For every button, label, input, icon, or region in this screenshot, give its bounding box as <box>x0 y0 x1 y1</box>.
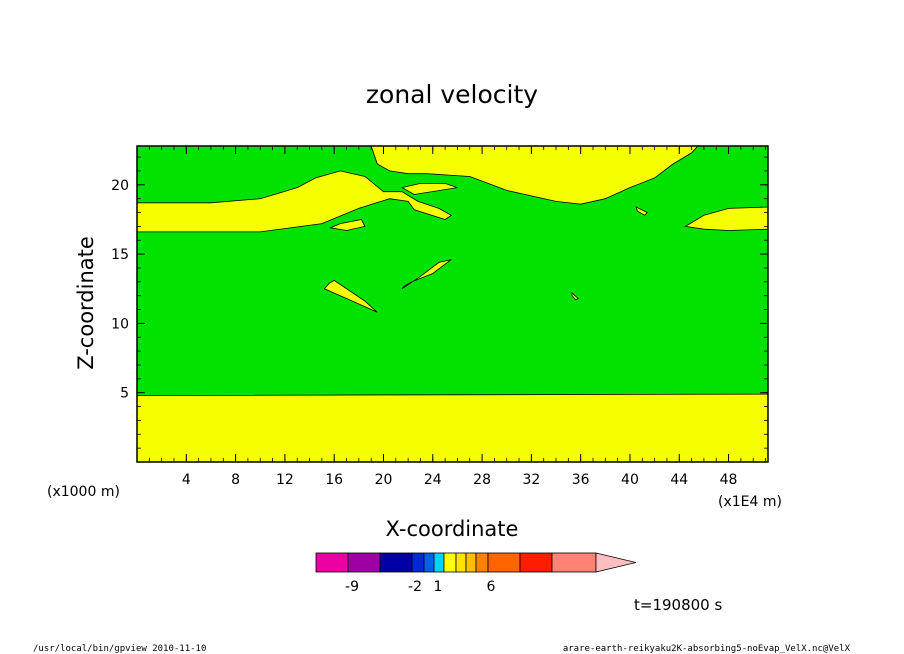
colorbar-arrow <box>595 552 637 573</box>
colorbar-swatch <box>347 552 381 573</box>
y-tick-label: 10 <box>111 316 129 332</box>
colorbar-label: 1 <box>434 579 443 595</box>
x-axis-ticks: 4 8 12 16 20 24 28 32 36 40 44 48 <box>182 146 738 488</box>
colorbar-swatch <box>551 552 597 573</box>
contour-region-1 <box>136 170 453 233</box>
time-label: t=190800 s <box>634 596 722 614</box>
contour-region-5 <box>329 219 366 231</box>
plot-frame <box>136 145 769 463</box>
contour-region-2 <box>370 145 699 205</box>
x-unit-label: (x1E4 m) <box>718 494 782 510</box>
x-tick-label: 40 <box>621 472 639 488</box>
colorbar-swatch <box>475 552 489 573</box>
contour-region-0 <box>136 393 769 463</box>
x-tick-label: 48 <box>720 472 738 488</box>
x-tick-label: 44 <box>670 472 688 488</box>
x-tick-label: 20 <box>375 472 393 488</box>
x-tick-label: 16 <box>325 472 343 488</box>
x-axis-title: X-coordinate <box>386 517 519 541</box>
x-tick-label: 24 <box>424 472 442 488</box>
y-unit-label: (x1000 m) <box>47 484 120 500</box>
colorbar-labels: -9 -2 1 6 <box>345 579 496 595</box>
colorbar-swatch <box>487 552 521 573</box>
contour-region-3 <box>400 182 458 195</box>
x-tick-label: 32 <box>522 472 540 488</box>
y-axis-title: Z-coordinate <box>74 236 98 370</box>
colorbar-swatch <box>465 552 477 573</box>
colorbar-swatch <box>519 552 553 573</box>
colorbar-swatch <box>455 552 467 573</box>
x-tick-label: 28 <box>473 472 491 488</box>
contour-region-7 <box>401 259 452 290</box>
x-tick-label: 8 <box>231 472 240 488</box>
colorbar-swatch <box>315 552 349 573</box>
colorbar-label: -2 <box>408 579 422 595</box>
colorbar-swatch <box>443 552 457 573</box>
contour-region-8 <box>635 206 648 216</box>
colorbar-swatch <box>433 552 445 573</box>
colorbar-label: 6 <box>487 579 496 595</box>
colorbar-label: -9 <box>345 579 359 595</box>
contour-region-9 <box>571 291 579 301</box>
y-tick-label: 5 <box>120 386 129 402</box>
x-tick-label: 36 <box>572 472 590 488</box>
y-axis-ticks: 5 10 15 20 <box>111 178 768 402</box>
colorbar <box>315 552 637 573</box>
footer-left: /usr/local/bin/gpview 2010-11-10 <box>33 644 206 654</box>
y-tick-label: 20 <box>111 178 129 194</box>
x-tick-label: 4 <box>182 472 191 488</box>
colorbar-swatch <box>423 552 435 573</box>
colorbar-swatch <box>379 552 413 573</box>
colorbar-swatch <box>411 552 425 573</box>
chart-title: zonal velocity <box>366 80 538 109</box>
footer-right: arare-earth-reikyaku2K-absorbing5-noEvap… <box>563 644 851 654</box>
contour-region-6 <box>323 279 378 313</box>
y-tick-label: 15 <box>111 247 129 263</box>
x-tick-label: 12 <box>276 472 294 488</box>
